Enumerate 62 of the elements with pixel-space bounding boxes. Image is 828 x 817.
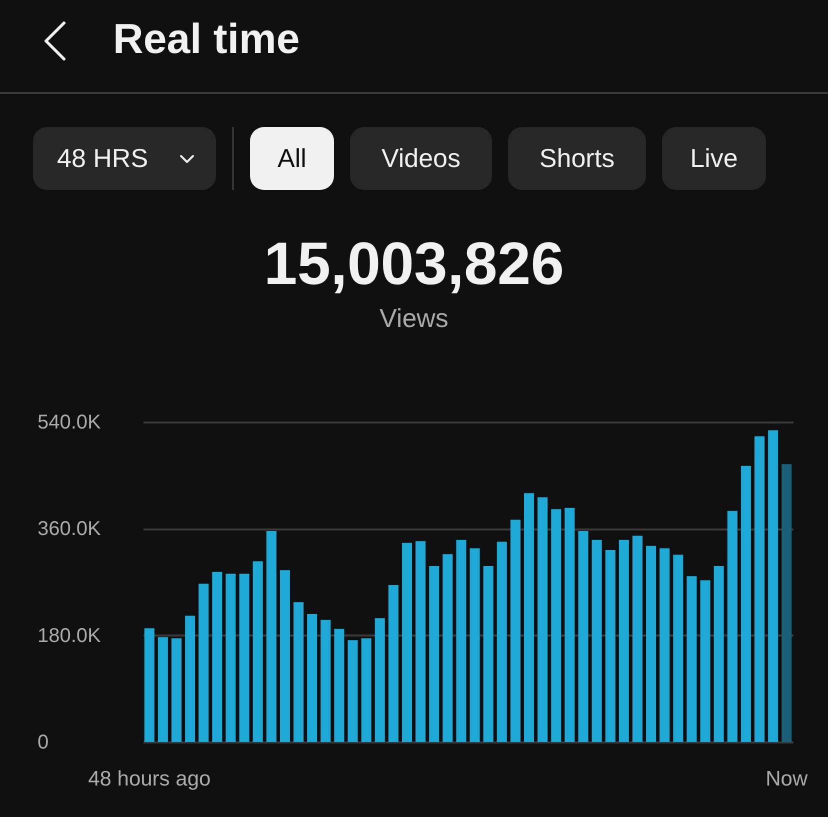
bar	[361, 638, 372, 742]
bar	[673, 554, 684, 742]
bar	[294, 602, 304, 742]
bar	[686, 576, 697, 742]
filter-button[interactable]: Shorts	[508, 127, 646, 190]
bar	[510, 520, 520, 742]
bar	[185, 616, 196, 742]
bar	[212, 572, 222, 742]
bar	[782, 464, 792, 742]
bar	[496, 542, 507, 742]
x-tick-label: Now	[766, 768, 808, 790]
x-tick-label: 48 hours ago	[88, 768, 211, 790]
y-tick-label: 360.0K	[38, 518, 102, 540]
bar	[727, 510, 738, 742]
bar	[740, 466, 751, 742]
bar	[416, 541, 426, 742]
bar	[646, 546, 656, 742]
bar	[632, 536, 642, 742]
time-range-dropdown[interactable]: 48 HRS	[33, 127, 216, 190]
bar	[402, 542, 412, 742]
bar	[564, 508, 575, 742]
bar	[388, 584, 398, 742]
bar	[334, 628, 344, 742]
filter-button[interactable]: Live	[662, 127, 766, 190]
bar	[578, 531, 588, 742]
bar	[605, 550, 616, 742]
y-tick-label: 540.0K	[38, 412, 102, 434]
bar	[226, 574, 236, 742]
bar	[660, 548, 670, 742]
bar	[429, 566, 440, 742]
bar	[320, 620, 331, 742]
bar	[538, 497, 548, 742]
bar	[714, 566, 724, 742]
text: Views	[378, 302, 450, 334]
bar	[592, 540, 602, 742]
bar	[442, 554, 453, 742]
bar	[239, 574, 250, 742]
bar	[266, 531, 276, 742]
bar	[144, 628, 154, 742]
bar	[700, 580, 710, 742]
y-tick-label: 180.0K	[38, 624, 102, 647]
bar	[198, 584, 209, 742]
bar	[280, 570, 290, 742]
chart-title: Real time	[113, 14, 300, 64]
bar	[483, 566, 494, 742]
bar	[348, 640, 358, 742]
filter-button[interactable]: Videos	[350, 127, 492, 190]
bar	[252, 561, 263, 742]
bar	[618, 540, 629, 742]
y-tick-label: 0	[38, 732, 49, 754]
bar	[307, 614, 318, 742]
bar	[470, 548, 480, 742]
bar	[768, 430, 778, 742]
bar	[524, 493, 534, 742]
filter-button[interactable]: All	[250, 127, 334, 190]
bar	[158, 637, 168, 742]
bar	[456, 540, 466, 742]
bar	[171, 638, 182, 742]
bar	[374, 618, 385, 742]
bar	[754, 436, 765, 742]
text: 15,003,826	[262, 229, 566, 299]
bar	[551, 509, 562, 742]
